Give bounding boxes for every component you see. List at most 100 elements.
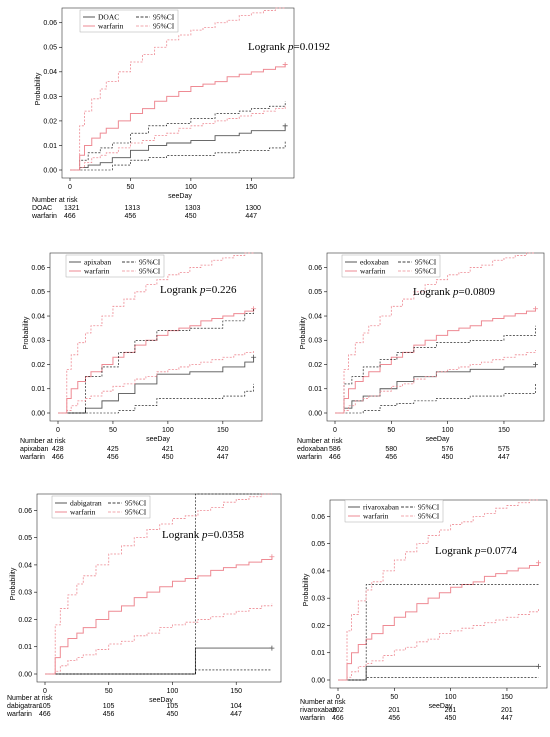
x-tick-label: 0 (333, 427, 337, 434)
series-warfarin-ci-line (338, 609, 539, 681)
x-tick-label: 50 (109, 427, 117, 434)
risk-row-value: 466 (39, 711, 51, 718)
legend-ci-label: 95%CI (415, 258, 437, 267)
risk-row-value: 456 (388, 715, 400, 722)
series-warfarin-line (45, 556, 273, 675)
y-tick-label: 0.03 (31, 338, 45, 345)
x-tick-label: 100 (167, 688, 179, 695)
y-tick-label: 0.02 (31, 362, 45, 369)
risk-row-label: warfarin (296, 454, 322, 461)
y-axis-title: Probability (10, 567, 17, 600)
risk-row-value: 1313 (124, 205, 140, 212)
risk-row-value: 466 (64, 213, 76, 220)
plot-frame (61, 7, 295, 179)
logrank-value: =0.0192 (294, 41, 330, 53)
x-tick-label: 50 (387, 427, 395, 434)
logrank-value: =0.0358 (208, 529, 245, 541)
x-axis-title: seeDay (429, 703, 453, 710)
censor-mark (532, 362, 538, 368)
legend-box (344, 499, 444, 523)
risk-row-value: 447 (230, 711, 242, 718)
risk-row-value: 580 (385, 446, 397, 453)
logrank-p: p (199, 284, 206, 296)
y-tick-label: 0.04 (308, 313, 322, 320)
logrank-p: p (287, 41, 294, 53)
series-warfarin-ci-line (58, 252, 254, 414)
legend-ci-label: 95%CI (153, 22, 175, 31)
risk-row-value: 202 (332, 707, 344, 714)
legend-ci-label: 95%CI (139, 258, 161, 267)
km-panel-doac: 0.00 0.01 0.02 0.03 0.04 0.05 0.06 0 50 100 150 Pro… (0, 0, 330, 232)
km-panel-dabigatran: 0.00 0.01 0.02 0.03 0.04 0.05 0.06 0 50 100 150 Pro… (0, 488, 285, 737)
km-chart-doac: 0.00 0.01 0.02 0.03 0.04 0.05 0.06 0 50 100 150 Pro… (31, 7, 330, 220)
series-drug-line (335, 364, 536, 414)
series-drug-line (58, 357, 255, 414)
legend-label: warfarin (98, 22, 124, 31)
x-tick-label: 100 (185, 184, 197, 191)
series-warfarin-ci-line (58, 349, 254, 414)
risk-row-label: rivaroxaban (300, 707, 337, 714)
x-axis-title: seeDay (426, 436, 450, 443)
y-tick-label: 0.00 (308, 410, 322, 417)
series-drug-line (338, 665, 539, 681)
y-tick-label: 0.00 (311, 677, 325, 684)
risk-row-value: 576 (442, 446, 454, 453)
y-tick-label: 0.02 (308, 362, 322, 369)
y-tick-label: 0.04 (31, 313, 45, 320)
censor-mark (535, 663, 541, 669)
risk-table-header: Number at risk (300, 699, 346, 706)
risk-row-value: 201 (501, 707, 513, 714)
y-tick-label: 0.04 (18, 562, 32, 569)
logrank-annotation: Logrank p=0.0192 (248, 41, 330, 53)
y-tick-label: 0.02 (311, 623, 325, 630)
series-warfarin-line (335, 308, 536, 414)
risk-table-header: Number at risk (20, 438, 66, 445)
risk-row-value: 447 (498, 454, 510, 461)
y-axis-title: Probability (303, 573, 310, 606)
legend-label: edoxaban (360, 258, 389, 267)
risk-row-value: 450 (166, 711, 178, 718)
censor-mark (269, 645, 275, 651)
series-drug-ci-line (70, 101, 286, 171)
series-warfarin-ci-line (335, 252, 536, 414)
y-tick-label: 0.05 (308, 289, 322, 296)
series-drug-ci-line (338, 584, 539, 681)
risk-row-value: 1300 (245, 205, 261, 212)
legend-ci-label: 95%CI (418, 512, 440, 521)
logrank-value: =0.226 (206, 284, 237, 296)
km-panel-rivaroxaban: 0.00 0.01 0.02 0.03 0.04 0.05 0.06 0 50 100 150 Pro… (285, 488, 550, 737)
y-tick-label: 0.03 (311, 596, 325, 603)
legend: rivaroxaban 95%CI warfarin 95%CI (344, 499, 444, 523)
risk-row-value: 105 (166, 703, 178, 710)
series-drug-ci-line (58, 383, 254, 414)
plot-frame (49, 252, 263, 422)
km-panel-apixaban: 0.00 0.01 0.02 0.03 0.04 0.05 0.06 0 50 100 150 Pro… (0, 245, 275, 477)
y-tick-label: 0.06 (18, 508, 32, 515)
x-axis-title: seeDay (146, 436, 170, 443)
censor-mark (269, 554, 275, 560)
risk-row-label: DOAC (32, 205, 52, 212)
logrank-annotation: Logrank p=0.0809 (413, 286, 495, 298)
risk-row-value: 466 (52, 454, 64, 461)
y-tick-label: 0.06 (43, 20, 57, 27)
risk-row-value: 105 (103, 703, 115, 710)
risk-row-value: 1303 (185, 205, 201, 212)
y-tick-label: 0.01 (18, 644, 32, 651)
logrank-annotation: Logrank p=0.0358 (162, 529, 244, 541)
series-warfarin-ci-line (338, 499, 539, 681)
y-tick-label: 0.05 (18, 535, 32, 542)
risk-row-value: 456 (385, 454, 397, 461)
risk-row-value: 420 (217, 446, 229, 453)
y-tick-label: 0.04 (311, 568, 325, 575)
y-axis-title: Probability (300, 316, 307, 349)
y-axis-title: Probability (35, 72, 42, 105)
x-tick-label: 150 (230, 688, 242, 695)
risk-row-label: warfarin (299, 715, 325, 722)
y-tick-label: 0.01 (31, 386, 45, 393)
series-drug-ci-line (58, 308, 254, 414)
y-tick-label: 0.00 (18, 671, 32, 678)
risk-table-header: Number at risk (7, 695, 53, 702)
y-tick-label: 0.00 (31, 410, 45, 417)
